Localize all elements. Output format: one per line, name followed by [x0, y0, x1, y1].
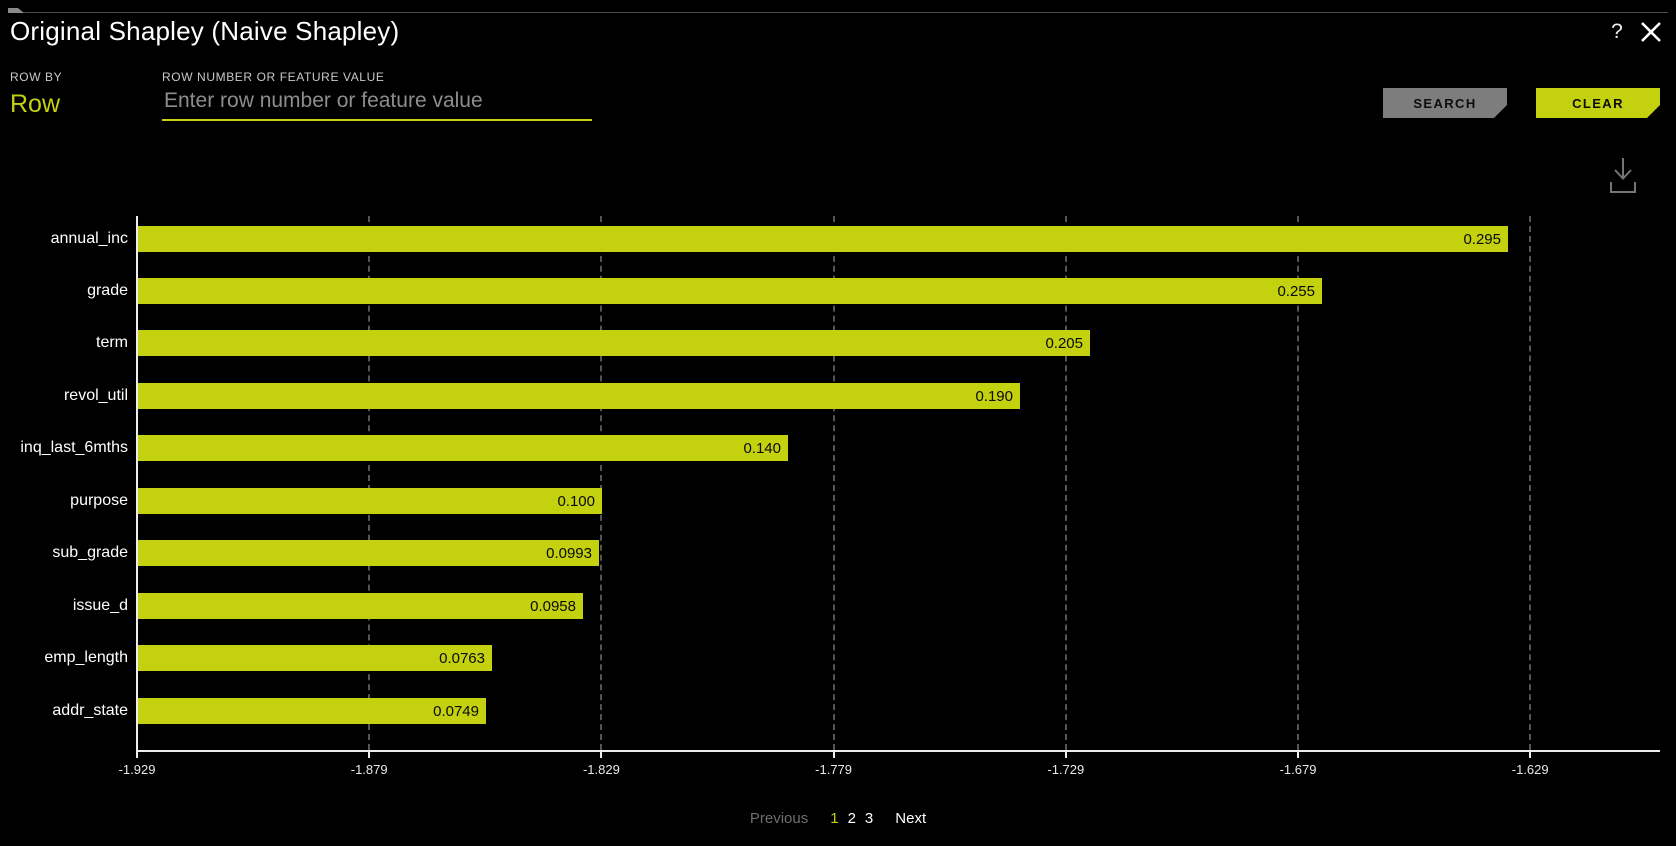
download-button[interactable] — [1603, 152, 1643, 200]
feature-label: emp_length — [44, 649, 128, 667]
shapley-bar[interactable]: 0.255 — [138, 277, 1322, 304]
shapley-bar[interactable]: 0.0763 — [138, 645, 492, 672]
row-by-selector[interactable]: Row — [10, 90, 61, 118]
bar-value-label: 0.255 — [1277, 282, 1315, 300]
shapley-bar-chart: -1.929 -1.879 -1.829 -1.779 -1.729 -1.679 -1.6… — [0, 216, 1676, 777]
feature-label: revol_util — [63, 386, 128, 404]
bar-value-label: 0.0993 — [546, 545, 592, 563]
search-input[interactable] — [162, 87, 592, 121]
shapley-bar[interactable]: 0.205 — [138, 330, 1090, 357]
clear-button[interactable]: CLEAR — [1536, 88, 1660, 118]
row-by-group: ROW BY Row — [10, 70, 62, 119]
gridline — [832, 216, 835, 750]
search-field-group: ROW NUMBER OR FEATURE VALUE — [162, 70, 592, 121]
download-icon — [1610, 157, 1636, 193]
bar-value-label: 0.140 — [743, 440, 781, 458]
axis-tick — [136, 750, 138, 758]
x-tick-label: -1.679 — [1279, 762, 1317, 777]
bar-value-label: 0.0749 — [433, 702, 479, 720]
bar-row: grade 0.255 — [0, 277, 1676, 304]
bar-row: term 0.205 — [0, 330, 1676, 357]
row-by-label: ROW BY — [10, 70, 63, 84]
bar-row: addr_state 0.0749 — [0, 697, 1676, 724]
bar-row: sub_grade 0.0993 — [0, 540, 1676, 567]
x-tick-label: -1.929 — [118, 762, 156, 777]
y-axis-line — [136, 216, 138, 750]
x-tick-label: -1.729 — [1047, 762, 1085, 777]
gridline — [1297, 216, 1299, 750]
feature-label: issue_d — [72, 596, 128, 614]
bar-row: emp_length 0.0763 — [0, 645, 1676, 672]
x-tick-label: -1.829 — [582, 762, 620, 777]
axis-tick — [600, 750, 603, 758]
page-title: Original Shapley (Naive Shapley) — [10, 16, 400, 46]
feature-label: inq_last_6mths — [20, 439, 128, 457]
search-button[interactable]: SEARCH — [1383, 88, 1507, 118]
shapley-bar[interactable]: 0.190 — [138, 382, 1020, 409]
top-divider — [8, 8, 1668, 13]
bar-value-label: 0.295 — [1463, 230, 1501, 248]
bar-value-label: 0.0763 — [439, 650, 485, 668]
shapley-bar[interactable]: 0.140 — [138, 435, 788, 462]
page-2[interactable]: 2 — [847, 810, 856, 827]
bar-value-label: 0.190 — [975, 387, 1013, 405]
axis-tick — [368, 750, 371, 758]
feature-label: sub_grade — [52, 544, 128, 562]
close-button[interactable] — [1636, 17, 1666, 47]
feature-label: addr_state — [52, 701, 128, 719]
bar-value-label: 0.205 — [1045, 335, 1083, 353]
shapley-bar[interactable]: 0.0993 — [138, 540, 599, 567]
x-tick-label: -1.879 — [350, 762, 388, 777]
bar-row: issue_d 0.0958 — [0, 592, 1676, 619]
feature-label: annual_inc — [50, 229, 128, 247]
x-axis-line — [136, 750, 1660, 752]
x-tick-label: -1.629 — [1511, 762, 1549, 777]
bar-value-label: 0.0958 — [530, 597, 576, 615]
page-1[interactable]: 1 — [830, 810, 839, 827]
bar-row: inq_last_6mths 0.140 — [0, 435, 1676, 462]
search-field-label: ROW NUMBER OR FEATURE VALUE — [162, 70, 385, 84]
gridline — [600, 216, 603, 750]
axis-tick — [1529, 750, 1532, 758]
close-icon — [1641, 22, 1661, 42]
gridline — [368, 216, 371, 750]
panel-handle — [8, 8, 24, 13]
x-tick-label: -1.779 — [815, 762, 853, 777]
bar-row: purpose 0.100 — [0, 487, 1676, 514]
bar-value-label: 0.100 — [557, 492, 595, 510]
shapley-bar[interactable]: 0.100 — [138, 487, 602, 514]
page-3[interactable]: 3 — [864, 810, 874, 827]
bar-row: revol_util 0.190 — [0, 382, 1676, 409]
pagination-previous[interactable]: Previous — [749, 810, 809, 827]
feature-label: purpose — [70, 491, 128, 509]
shapley-bar[interactable]: 0.0958 — [138, 592, 583, 619]
feature-label: grade — [87, 281, 128, 299]
feature-label: term — [96, 334, 128, 352]
gridline — [1064, 216, 1067, 750]
pagination-next[interactable]: Next — [895, 810, 927, 827]
axis-tick — [832, 750, 835, 758]
bar-row: annual_inc 0.295 — [0, 225, 1676, 252]
gridline — [1529, 216, 1532, 750]
axis-tick — [1297, 750, 1299, 758]
shapley-bar[interactable]: 0.295 — [138, 225, 1508, 252]
help-button[interactable]: ? — [1604, 18, 1630, 46]
shapley-bar[interactable]: 0.0749 — [138, 697, 486, 724]
axis-tick — [1064, 750, 1067, 758]
